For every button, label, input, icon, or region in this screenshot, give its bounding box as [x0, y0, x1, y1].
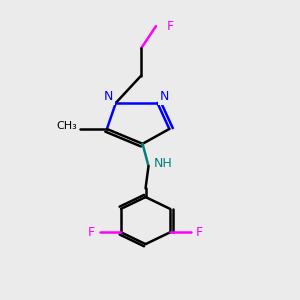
- Text: N: N: [160, 90, 170, 103]
- Text: NH: NH: [154, 157, 173, 170]
- Text: F: F: [196, 226, 203, 239]
- Text: F: F: [167, 20, 174, 33]
- Text: F: F: [88, 226, 95, 239]
- Text: N: N: [104, 90, 113, 103]
- Text: CH₃: CH₃: [56, 122, 77, 131]
